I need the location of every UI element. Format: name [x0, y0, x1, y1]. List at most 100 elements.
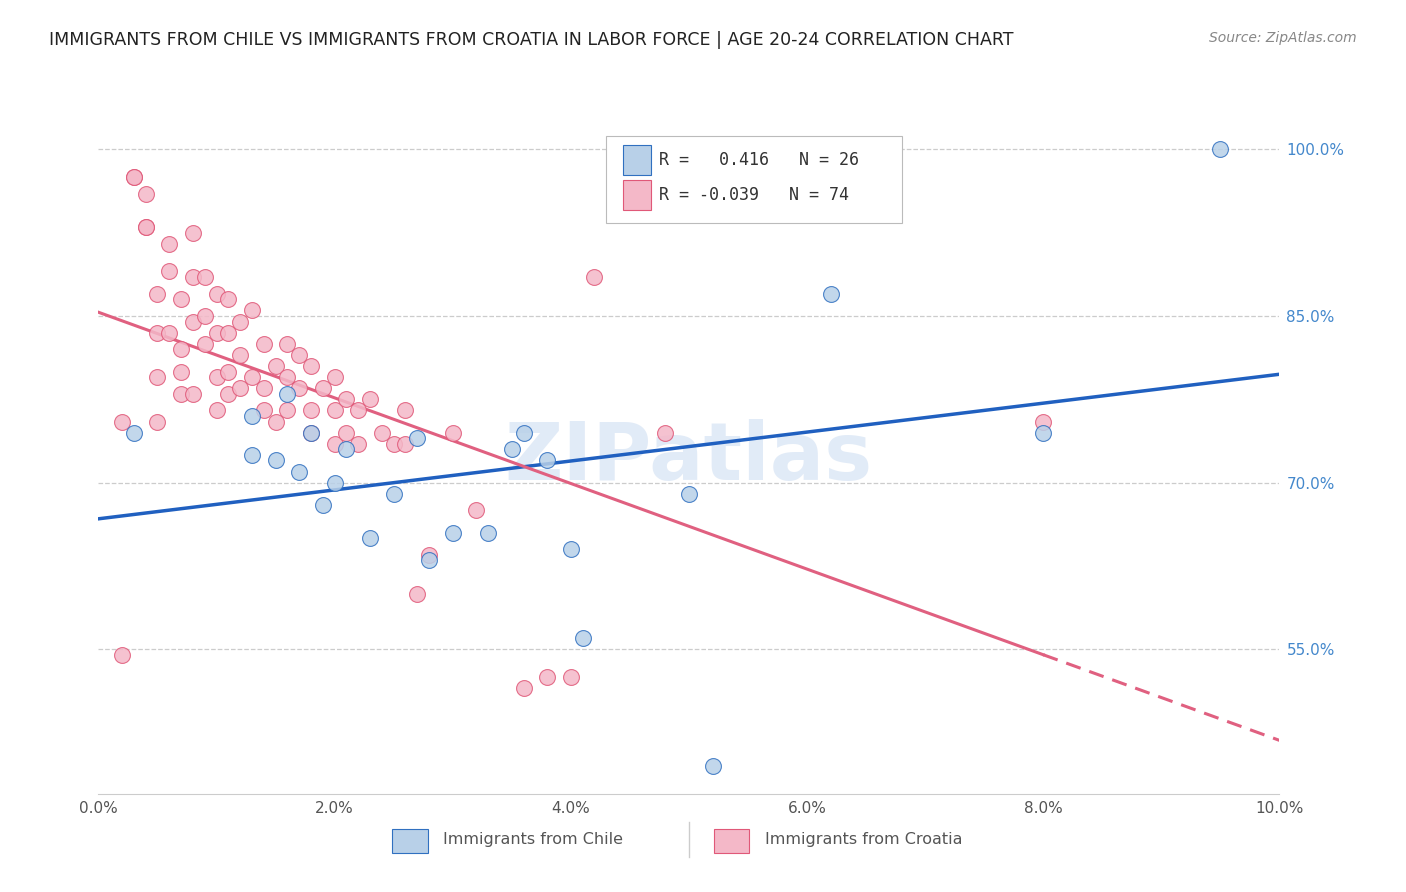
Point: [512, 681, 534, 696]
Point: [253, 336, 276, 351]
Point: [394, 436, 416, 450]
Point: [288, 465, 311, 479]
Point: [288, 381, 311, 395]
Point: [536, 453, 558, 467]
Point: [111, 415, 134, 429]
Point: [299, 425, 322, 440]
Point: [253, 403, 276, 417]
Point: [299, 359, 322, 373]
Point: [135, 220, 157, 235]
Point: [157, 326, 180, 340]
Point: [702, 759, 724, 773]
Point: [146, 286, 169, 301]
Point: [276, 403, 298, 417]
Point: [560, 542, 582, 557]
Point: [323, 370, 346, 384]
Point: [394, 403, 416, 417]
Point: [276, 386, 298, 401]
Point: [205, 403, 228, 417]
Point: [170, 293, 193, 307]
Point: [217, 365, 239, 379]
Point: [382, 436, 405, 450]
Point: [240, 448, 263, 462]
Point: [217, 293, 239, 307]
Point: [1032, 425, 1054, 440]
FancyBboxPatch shape: [714, 829, 749, 853]
Point: [406, 587, 429, 601]
Text: Immigrants from Chile: Immigrants from Chile: [443, 832, 623, 847]
Text: IMMIGRANTS FROM CHILE VS IMMIGRANTS FROM CROATIA IN LABOR FORCE | AGE 20-24 CORR: IMMIGRANTS FROM CHILE VS IMMIGRANTS FROM…: [49, 31, 1014, 49]
Point: [323, 403, 346, 417]
Point: [146, 370, 169, 384]
Point: [181, 314, 204, 328]
Point: [122, 169, 145, 184]
Point: [1209, 142, 1232, 156]
Point: [299, 403, 322, 417]
Point: [240, 409, 263, 423]
Point: [194, 309, 217, 323]
Point: [477, 525, 499, 540]
Point: [229, 381, 252, 395]
Point: [229, 314, 252, 328]
Point: [194, 336, 217, 351]
Point: [122, 169, 145, 184]
Point: [240, 370, 263, 384]
Point: [264, 415, 287, 429]
Point: [583, 270, 606, 285]
Point: [347, 436, 370, 450]
Text: R = -0.039   N = 74: R = -0.039 N = 74: [659, 186, 849, 204]
Point: [512, 425, 534, 440]
Point: [560, 670, 582, 684]
Point: [240, 303, 263, 318]
Point: [146, 326, 169, 340]
Point: [170, 343, 193, 357]
Point: [276, 336, 298, 351]
Point: [170, 386, 193, 401]
Point: [1032, 415, 1054, 429]
Point: [335, 425, 357, 440]
Point: [181, 270, 204, 285]
Point: [441, 425, 464, 440]
Text: Immigrants from Croatia: Immigrants from Croatia: [765, 832, 962, 847]
Point: [335, 442, 357, 457]
Point: [229, 348, 252, 362]
Point: [157, 236, 180, 251]
Point: [194, 270, 217, 285]
Point: [288, 348, 311, 362]
Point: [312, 381, 335, 395]
Point: [253, 381, 276, 395]
Point: [299, 425, 322, 440]
Point: [323, 436, 346, 450]
FancyBboxPatch shape: [623, 145, 651, 175]
FancyBboxPatch shape: [392, 829, 427, 853]
Point: [146, 415, 169, 429]
Point: [205, 286, 228, 301]
Point: [122, 425, 145, 440]
Text: Source: ZipAtlas.com: Source: ZipAtlas.com: [1209, 31, 1357, 45]
Text: R =   0.416   N = 26: R = 0.416 N = 26: [659, 151, 859, 169]
Point: [501, 442, 523, 457]
Point: [323, 475, 346, 490]
Point: [135, 220, 157, 235]
Point: [205, 370, 228, 384]
Point: [571, 632, 593, 646]
Point: [217, 326, 239, 340]
Point: [418, 553, 440, 567]
Point: [111, 648, 134, 662]
Point: [382, 487, 405, 501]
Point: [406, 431, 429, 445]
Point: [536, 670, 558, 684]
Point: [217, 386, 239, 401]
Point: [359, 392, 381, 407]
Point: [359, 531, 381, 545]
FancyBboxPatch shape: [606, 136, 901, 223]
Point: [371, 425, 394, 440]
Point: [335, 392, 357, 407]
Point: [181, 226, 204, 240]
Point: [441, 525, 464, 540]
FancyBboxPatch shape: [623, 180, 651, 210]
Point: [418, 548, 440, 562]
Point: [157, 264, 180, 278]
Point: [264, 359, 287, 373]
Point: [181, 386, 204, 401]
